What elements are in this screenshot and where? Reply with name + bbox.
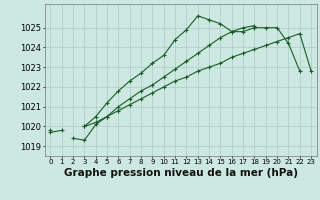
X-axis label: Graphe pression niveau de la mer (hPa): Graphe pression niveau de la mer (hPa) <box>64 168 298 178</box>
